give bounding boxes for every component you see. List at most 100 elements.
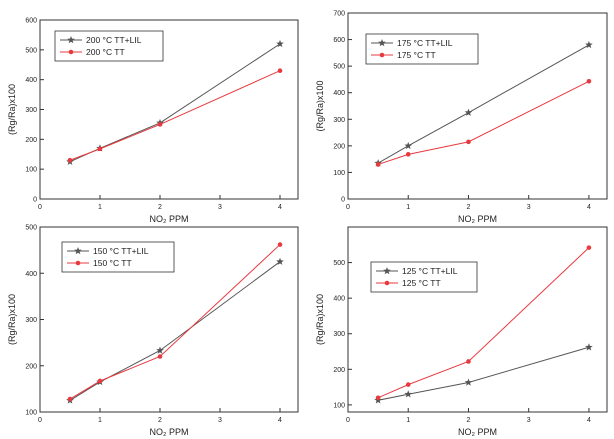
data-point: [586, 245, 592, 250]
y-tick-label: 400: [333, 90, 345, 97]
series-line-2: [377, 80, 590, 165]
data-point: [464, 378, 473, 386]
data-point: [67, 396, 73, 402]
data-point: [375, 162, 381, 167]
y-tick-label: 300: [333, 117, 345, 124]
data-point: [375, 395, 381, 401]
data-point: [277, 68, 283, 74]
y-tick-label: 200: [333, 367, 345, 374]
y-tick-label: 400: [25, 271, 37, 278]
x-tick-label: 0: [346, 417, 350, 424]
plot-frame: [347, 12, 608, 200]
legend-label: 175 °C TT: [397, 50, 436, 60]
x-axis-label: NO₂ PPM: [150, 427, 189, 437]
plot-frame: [347, 226, 608, 413]
series-line-1: [69, 261, 281, 401]
y-axis-label: (Rg/Ra)x100: [315, 80, 325, 131]
legend-marker: [74, 247, 82, 255]
y-axis-label: (Rg/Ra)x100: [7, 84, 17, 135]
legend-label: 200 °C TT: [86, 47, 125, 57]
x-tick-label: 3: [218, 204, 222, 211]
x-tick-label: 2: [158, 417, 162, 424]
legend-label: 175 °C TT+LIL: [397, 38, 453, 48]
legend-marker: [384, 280, 390, 286]
legend-marker: [68, 49, 74, 55]
data-point: [464, 108, 473, 116]
y-tick-label: 0: [341, 197, 345, 204]
y-tick-label: 500: [333, 64, 345, 71]
x-tick-label: 0: [38, 417, 42, 424]
x-tick-label: 3: [527, 417, 531, 424]
legend-box: [61, 241, 175, 273]
legend-label: 150 °C TT+LIL: [93, 246, 149, 256]
y-tick-label: 300: [333, 331, 345, 338]
y-tick-label: 300: [25, 107, 37, 114]
data-point: [466, 359, 471, 364]
legend-marker: [379, 52, 385, 58]
y-tick-label: 100: [25, 167, 37, 174]
data-point: [585, 40, 593, 49]
y-tick-label: 400: [25, 77, 37, 84]
data-point: [156, 346, 164, 354]
x-axis-label: NO₂ PPM: [458, 214, 497, 224]
legend-box: [365, 33, 479, 65]
data-point: [466, 139, 471, 145]
data-point: [405, 382, 411, 387]
data-point: [586, 78, 592, 84]
chart-panel-4: 0 1 2 3 4 100 200 300 400 500 NO₂ PPM (Rg/Ra)x100 12…: [315, 226, 608, 437]
series-line-2: [69, 70, 281, 161]
x-tick-label: 4: [278, 417, 282, 424]
x-tick-label: 4: [587, 417, 591, 424]
data-point: [405, 152, 411, 157]
legend-marker: [383, 267, 391, 275]
series-line-1: [377, 44, 590, 164]
x-tick-label: 1: [406, 204, 410, 211]
x-tick-label: 1: [406, 417, 410, 424]
x-tick-label: 3: [218, 417, 222, 424]
x-tick-label: 3: [527, 204, 531, 211]
legend-label: 150 °C TT: [93, 258, 132, 268]
y-tick-label: 500: [25, 225, 37, 232]
y-axis-label: (Rg/Ra)x100: [315, 294, 325, 345]
y-tick-label: 600: [25, 18, 37, 25]
data-point: [276, 257, 284, 265]
y-tick-label: 0: [33, 197, 37, 204]
data-point: [404, 141, 413, 150]
series-line-2: [377, 247, 590, 399]
y-tick-label: 500: [333, 260, 345, 267]
data-point: [277, 242, 283, 247]
x-tick-label: 2: [467, 417, 471, 424]
x-tick-label: 0: [38, 204, 42, 211]
chart-panel-1: 0 1 2 3 4 0 100 200 300 400 500 600 NO₂ PPM (Rg/Ra)x1…: [7, 18, 299, 224]
data-point: [157, 354, 163, 359]
y-tick-label: 100: [25, 410, 37, 417]
legend-label: 200 °C TT+LIL: [86, 35, 142, 45]
data-point: [276, 39, 284, 48]
legend-marker: [75, 260, 81, 266]
x-tick-label: 4: [587, 204, 591, 211]
data-point: [97, 146, 103, 152]
series-line-2: [69, 244, 281, 400]
series-line-1: [378, 346, 590, 401]
x-tick-label: 4: [278, 204, 282, 211]
data-point: [67, 157, 73, 163]
x-tick-label: 1: [98, 204, 102, 211]
y-tick-label: 500: [25, 47, 37, 54]
chart-panel-3: 0 1 2 3 4 100 200 300 400 500 NO₂ PPM (Rg/Ra)x100 15…: [7, 225, 299, 437]
y-tick-label: 100: [333, 170, 345, 177]
legend-label: 125 °C TT: [402, 278, 441, 288]
x-axis-label: NO₂ PPM: [458, 427, 497, 437]
data-point: [157, 122, 163, 127]
legend-marker: [378, 39, 386, 47]
y-tick-label: 100: [333, 402, 345, 409]
y-axis-label: (Rg/Ra)x100: [7, 294, 17, 345]
y-tick-label: 700: [333, 11, 345, 18]
legend-box: [54, 30, 164, 62]
legend-label: 125 °C TT+LIL: [402, 266, 458, 276]
y-tick-label: 600: [333, 37, 345, 44]
y-tick-label: 200: [333, 143, 345, 150]
y-tick-label: 300: [25, 317, 37, 324]
x-tick-label: 1: [98, 417, 102, 424]
x-tick-label: 2: [467, 204, 471, 211]
